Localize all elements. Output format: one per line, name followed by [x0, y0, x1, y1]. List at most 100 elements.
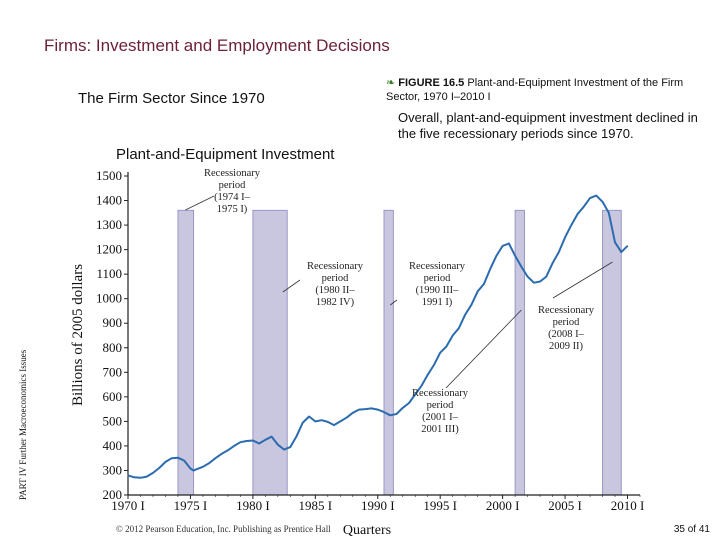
recession-pointer-5: [552, 261, 613, 299]
recession-band-4: [514, 209, 525, 496]
series-point: [239, 441, 241, 443]
series-point: [189, 467, 192, 470]
series-point: [177, 457, 179, 459]
series-point: [452, 334, 454, 337]
recession-label-1-line-4: 1975 I): [217, 204, 248, 215]
series-point: [202, 466, 204, 468]
series-point: [345, 417, 348, 419]
recession-pointer-3: [390, 299, 398, 306]
series-point: [433, 364, 435, 366]
series-point: [420, 385, 423, 387]
series-point: [183, 460, 185, 462]
series-point: [333, 424, 335, 426]
series-layer: [127, 194, 629, 479]
series-point: [327, 421, 329, 423]
x-tick-label-1: 1975 I: [174, 498, 208, 513]
series-point: [533, 282, 535, 284]
section-title: The Firm Sector Since 1970: [78, 90, 265, 107]
recession-label-4-line-2: period: [427, 400, 455, 411]
series-point: [539, 280, 541, 283]
series-point: [620, 251, 622, 253]
series-point: [626, 245, 629, 247]
x-axis-label: Quarters: [343, 523, 391, 538]
recession-label-2-line-1: Recessionary: [307, 261, 364, 272]
series-point: [164, 461, 167, 463]
x-tick-label-4: 1990 I: [361, 498, 395, 513]
series-point: [470, 304, 473, 306]
x-tick-label-7: 2005 I: [548, 498, 582, 513]
x-tick-label-0: 1970 I: [111, 498, 145, 513]
y-tick-label-800: 800: [103, 340, 123, 355]
series-point: [133, 476, 135, 478]
series-point: [358, 409, 360, 411]
series-line-1: [127, 194, 629, 479]
recession-band-3: [383, 209, 394, 496]
y-tick-label-400: 400: [103, 438, 123, 453]
y-tick-label-200: 200: [103, 487, 123, 502]
series-point: [502, 245, 504, 247]
recession-band-1: [177, 209, 195, 496]
series-point: [383, 411, 385, 413]
series-point: [389, 414, 391, 416]
figure-bullet-icon: ❧: [386, 77, 396, 89]
chart-title: Plant-and-Equipment Investment: [116, 146, 335, 163]
series-point: [214, 457, 217, 459]
series-point: [583, 206, 585, 208]
copyright-notice: © 2012 Pearson Education, Inc. Publishin…: [116, 524, 331, 534]
y-axis-label: Billions of 2005 dollars: [70, 264, 86, 406]
recession-label-1-line-1: Recessionary: [204, 168, 261, 179]
series-point: [402, 407, 404, 409]
x-tick-label-5: 1995 I: [423, 498, 457, 513]
series-point: [227, 449, 229, 451]
series-point: [171, 457, 173, 459]
recession-band-5: [602, 209, 622, 496]
series-point: [289, 446, 291, 448]
series-point: [408, 402, 410, 404]
series-point: [414, 393, 416, 395]
series-point: [146, 475, 148, 478]
y-tick-label-1400: 1400: [96, 193, 122, 208]
series-point: [246, 440, 248, 442]
series-point: [158, 467, 160, 469]
series-point: [339, 420, 341, 422]
series-point: [271, 435, 273, 438]
series-point: [464, 314, 466, 316]
y-tick-label-1000: 1000: [96, 291, 122, 306]
chart-axes: 200 300 400 500 600 700 800 900 1000 1100 1200 1300…: [96, 168, 644, 513]
y-tick-label-900: 900: [103, 315, 123, 330]
y-tick-label-500: 500: [103, 413, 123, 428]
recession-pointer-1: [185, 195, 215, 211]
series-point: [370, 407, 373, 409]
series-point: [564, 236, 566, 238]
series-point: [252, 439, 254, 442]
recession-pointer-2: [282, 279, 301, 293]
series-point: [233, 445, 235, 447]
series-point: [558, 251, 560, 253]
recession-label-3-line-2: period: [424, 273, 452, 284]
recession-label-1-line-2: period: [219, 180, 247, 191]
recession-pointer-4: [445, 309, 522, 389]
y-tick-label-700: 700: [103, 364, 123, 379]
series-point: [377, 409, 379, 411]
series-point: [458, 327, 460, 329]
series-point: [308, 415, 310, 418]
series-point: [608, 212, 610, 214]
series-point: [277, 444, 279, 446]
series-point: [139, 477, 142, 479]
recession-label-5-line-4: 2009 II): [549, 341, 584, 352]
series-point: [192, 469, 195, 472]
recession-label-3-line-4: 1991 I): [422, 297, 453, 308]
series-point: [427, 374, 429, 376]
series-point: [258, 442, 260, 445]
figure-title: Plant-and-Equipment Investment of the Fi…: [386, 77, 684, 103]
series-point: [576, 213, 579, 215]
recession-label-2-line-2: period: [322, 273, 350, 284]
figure-caption: ❧ FIGURE 16.5 Plant-and-Equipment Invest…: [386, 76, 716, 104]
series-point: [514, 255, 516, 257]
series-point: [208, 462, 210, 464]
x-tick-label-8: 2010 I: [611, 498, 645, 513]
recession-label-4-line-4: 2001 III): [421, 424, 459, 435]
series-point: [477, 290, 479, 292]
